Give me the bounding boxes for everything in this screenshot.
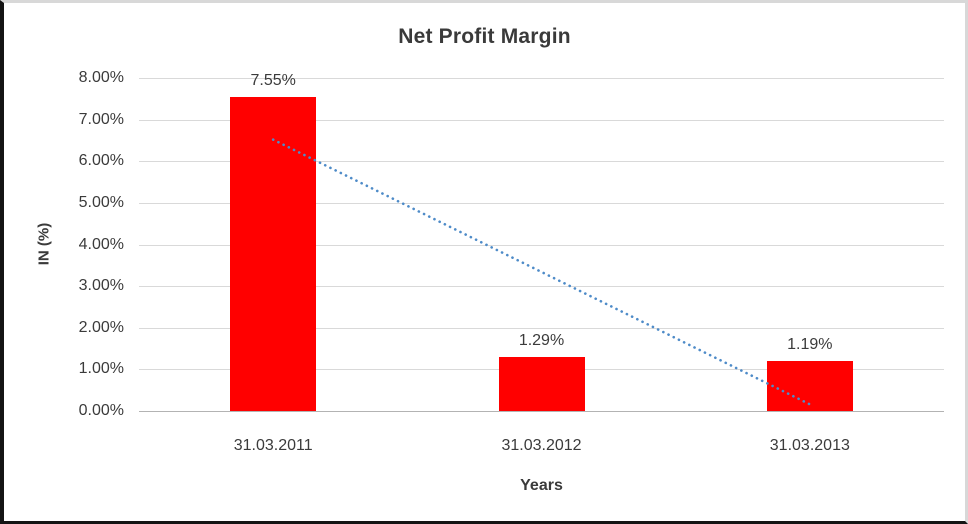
gridline: [139, 286, 944, 288]
bar-data-label: 1.29%: [518, 332, 565, 350]
bar-data-label: 7.55%: [250, 71, 296, 89]
y-tick-label: 1.00%: [78, 360, 124, 378]
gridline: [139, 327, 944, 329]
x-axis-title: Years: [520, 477, 563, 494]
y-tick-label: 7.00%: [78, 110, 124, 128]
bar: [766, 361, 853, 411]
bar: [498, 357, 585, 411]
y-tick-label: 0.00%: [78, 402, 124, 419]
y-tick-label: 6.00%: [78, 152, 124, 170]
chart-title: Net Profit Margin: [398, 25, 571, 48]
x-tick-label: 31.03.2012: [501, 437, 582, 454]
y-tick-label: 5.00%: [78, 193, 124, 211]
y-tick-label: 3.00%: [78, 277, 124, 295]
gridline: [139, 161, 944, 163]
gridline: [139, 244, 944, 246]
x-axis-line: [139, 411, 944, 412]
bar: [230, 96, 317, 411]
gridline: [139, 202, 944, 204]
gridline: [139, 78, 944, 79]
bar-data-label: 1.19%: [787, 336, 833, 354]
plot-area: 7.55% 1.29% 1.19%: [139, 72, 944, 412]
trendline: [271, 138, 812, 406]
x-tick-label: 31.03.2013: [769, 437, 850, 454]
gridline: [139, 119, 944, 121]
y-tick-label: 2.00%: [78, 318, 124, 336]
y-tick-label: 8.00%: [78, 69, 124, 86]
x-tick-label: 31.03.2011: [233, 437, 313, 454]
y-tick-label: 4.00%: [78, 235, 124, 253]
